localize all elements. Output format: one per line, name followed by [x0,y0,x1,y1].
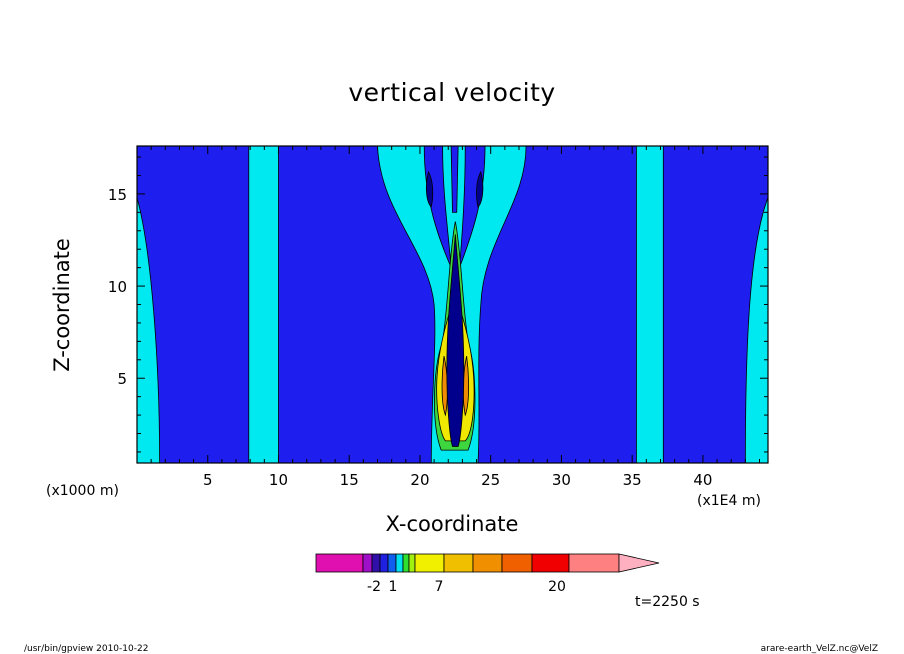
x-tick-label-25: 25 [481,471,500,489]
colorbar-segment-10 [472,553,503,573]
colorbar-label-0: -2 [367,579,381,595]
contour-cell-upper-right [476,170,484,208]
contour-core-dark [446,234,465,447]
contour-right-edge [744,197,768,463]
colorbar-segment-0 [315,553,364,573]
chart-title: vertical velocity [348,78,556,107]
x-tick-label-30: 30 [552,471,571,489]
time-label: t=2250 s [635,594,700,610]
colorbar-segment-5 [395,553,404,573]
colorbar-segment-7 [408,553,416,573]
x-unit-left: (x1000 m) [46,483,119,499]
colorbar-segment-1 [362,553,373,573]
x-unit-right: (x1E4 m) [697,493,761,509]
x-tick-label-40: 40 [693,471,712,489]
colorbar-segment-8 [414,553,445,573]
contour-cell-upper-left [425,170,434,208]
contour-band-36 [636,146,664,463]
x-tick-label-20: 20 [410,471,429,489]
colorbar-segment-9 [443,553,474,573]
footer-left: /usr/bin/gpview 2010-10-22 [24,644,149,654]
x-tick-label-35: 35 [623,471,642,489]
y-axis-label: Z-coordinate [50,238,74,372]
colorbar-segment-3 [379,553,389,573]
x-tick-label-10: 10 [269,471,288,489]
contour-field [137,146,768,463]
colorbar-label-3: 20 [548,579,566,595]
contour-left-edge [137,197,161,463]
colorbar-extend-arrow [618,553,660,573]
y-tick-label-10: 10 [108,278,127,296]
colorbar-segment-11 [501,553,533,573]
colorbar-segment-6 [402,553,410,573]
x-axis-label: X-coordinate [385,512,519,536]
x-tick-label-15: 15 [340,471,359,489]
colorbar-segment-12 [531,553,570,573]
y-tick-label-5: 5 [117,370,127,388]
y-axis: 5 10 15 [108,156,768,453]
footer-right: arare-earth_VelZ.nc@VelZ [760,644,878,654]
x-tick-label-5: 5 [203,471,213,489]
colorbar-segment-13 [568,553,620,573]
colorbar-label-2: 7 [435,579,444,595]
colorbar-label-1: 1 [389,579,398,595]
y-tick-label-15: 15 [108,186,127,204]
contour-band-8 [248,146,279,463]
contour-finger-center [450,146,459,213]
colorbar-segment-2 [371,553,381,573]
x-axis: 5 10 15 20 25 30 35 40 [150,146,761,489]
colorbar: -2 1 7 20 [315,553,660,595]
colorbar-segment-4 [387,553,397,573]
